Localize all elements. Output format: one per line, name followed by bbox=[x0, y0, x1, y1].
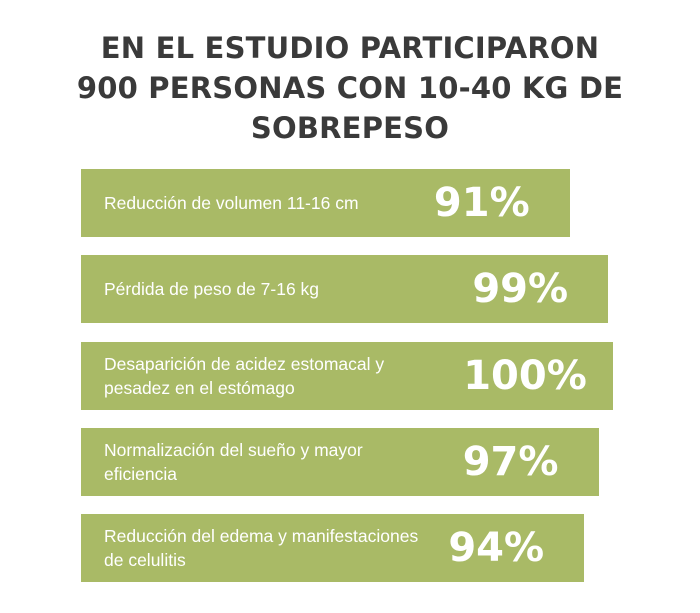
bar-value: 94% bbox=[448, 525, 545, 572]
bar-label: Desaparición de acidez estomacal y pesad… bbox=[104, 353, 385, 398]
title-line-3: SOBREPESO bbox=[250, 111, 450, 145]
bar-value: 99% bbox=[472, 266, 569, 313]
chart-title: EN EL ESTUDIO PARTICIPARON 900 PERSONAS … bbox=[40, 28, 660, 148]
title-line-2: 900 PERSONAS CON 10-40 KG DE bbox=[76, 71, 624, 105]
bar-label: Reducción de volumen 11-16 cm bbox=[104, 193, 359, 213]
bar-label: Normalización del sueño y mayor eficienc… bbox=[104, 439, 363, 484]
bar-acidity-disappearance: Desaparición de acidez estomacal y pesad… bbox=[81, 341, 613, 410]
bar-weight-loss: Pérdida de peso de 7-16 kg 99% bbox=[81, 255, 609, 324]
bar-value: 97% bbox=[462, 438, 559, 485]
bar-label: Reducción del edema y manifestaciones de… bbox=[104, 526, 419, 571]
bar-value: 91% bbox=[433, 180, 530, 226]
bar-label: Pérdida de peso de 7-16 kg bbox=[104, 279, 320, 300]
bar-volume-reduction: Reducción de volumen 11-16 cm 91% bbox=[81, 169, 570, 237]
bar-value: 100% bbox=[463, 352, 587, 399]
bar-sleep-normalization: Normalización del sueño y mayor eficienc… bbox=[81, 427, 599, 496]
title-line-1: EN EL ESTUDIO PARTICIPARON bbox=[100, 31, 600, 65]
bar-edema-reduction: Reducción del edema y manifestaciones de… bbox=[81, 514, 585, 583]
